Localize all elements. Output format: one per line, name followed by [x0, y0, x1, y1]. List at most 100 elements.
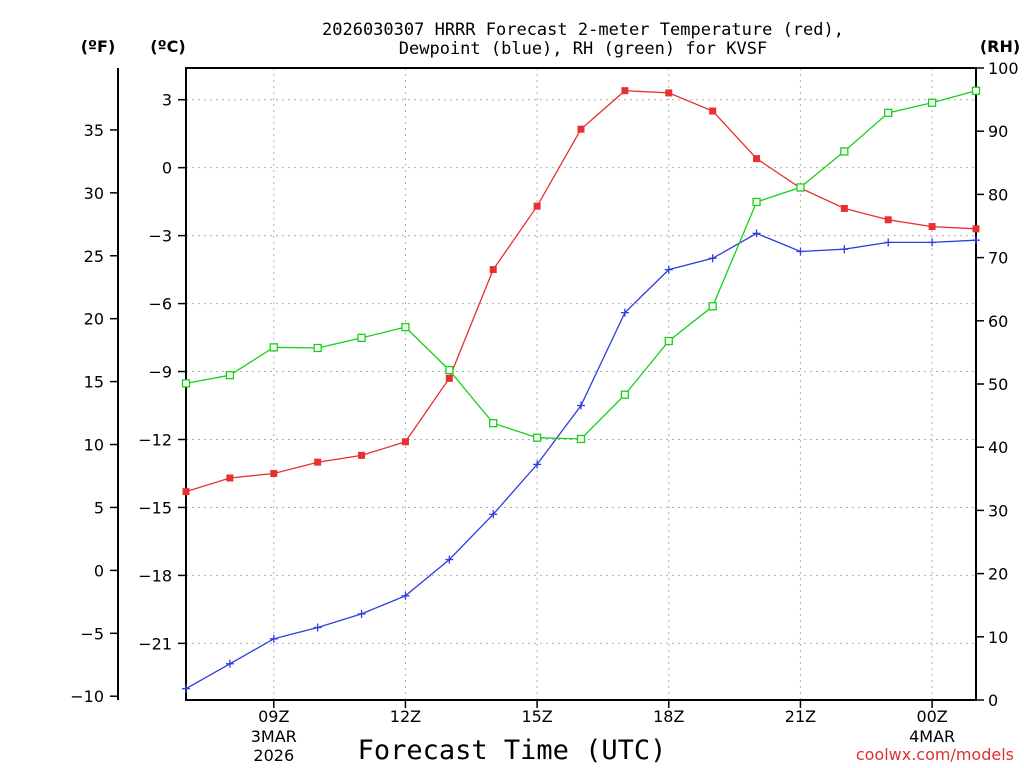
dewpoint-point: [577, 401, 585, 410]
rh-tick-label: 80: [988, 185, 1008, 204]
dewpoint-point: [752, 229, 761, 238]
dewpoint-point: [884, 238, 893, 247]
temperature-point: [753, 155, 761, 163]
fahrenheit-tick-label: 35: [84, 121, 104, 140]
rh-tick-label: 90: [988, 122, 1008, 141]
rh-point: [313, 343, 322, 353]
rh-point: [401, 322, 410, 332]
dewpoint-point: [489, 510, 498, 519]
temperature-point: [314, 458, 322, 466]
dewpoint-point: [620, 308, 629, 317]
unit-label-rh: (RH): [980, 37, 1020, 56]
celsius-tick-label: −6: [148, 295, 172, 314]
dewpoint-point: [840, 245, 849, 254]
x-tick-label: 15Z: [521, 707, 552, 726]
rh-point: [225, 371, 235, 380]
watermark-text: coolwx.com/models: [856, 745, 1014, 764]
fahrenheit-tick-label: −10: [70, 687, 104, 706]
celsius-tick-label: 3: [162, 91, 172, 110]
rh-point: [576, 434, 586, 444]
fahrenheit-tick-label: 25: [84, 247, 104, 266]
temperature-point: [884, 216, 892, 224]
dewpoint-point: [664, 265, 673, 274]
celsius-tick-label: −9: [148, 363, 172, 382]
chart-title-line2: Dewpoint (blue), RH (green) for KVSF: [399, 39, 767, 59]
temperature-point: [270, 469, 278, 477]
rh-point: [269, 343, 278, 352]
x-tick-label: 09Z: [258, 707, 289, 726]
x-tick-date-label: 3MAR: [251, 727, 297, 746]
dewpoint-point: [401, 591, 410, 600]
grid-layer: [186, 68, 976, 700]
chart-title-line1: 2026030307 HRRR Forecast 2-meter Tempera…: [322, 20, 844, 40]
x-tick-label: 18Z: [653, 707, 684, 726]
fahrenheit-tick-label: −5: [80, 624, 104, 643]
dewpoint-point: [708, 254, 717, 263]
rh-point: [884, 108, 893, 118]
celsius-tick-label: −12: [138, 430, 172, 449]
dewpoint-point: [269, 634, 278, 643]
rh-point: [532, 433, 542, 442]
x-tick-label: 00Z: [916, 707, 947, 726]
dewpoint-series-line: [185, 232, 977, 690]
rh-point: [445, 365, 454, 375]
celsius-tick-label: −21: [138, 634, 172, 653]
rh-point: [752, 197, 761, 207]
rh-point: [489, 419, 498, 428]
celsius-tick-label: −15: [138, 498, 172, 517]
rh-point: [840, 147, 849, 156]
rh-tick-label: 100: [988, 59, 1019, 78]
fahrenheit-tick-label: 10: [84, 436, 104, 455]
dewpoint-point: [182, 684, 190, 693]
fahrenheit-tick-label: 20: [84, 310, 104, 329]
dewpoint-point: [533, 460, 542, 469]
temperature-point: [709, 107, 717, 115]
rh-tick-label: 70: [988, 249, 1008, 268]
rh-point: [971, 86, 981, 95]
temperature-point: [972, 225, 980, 233]
rh-tick-label: 50: [988, 375, 1008, 394]
temperature-point: [182, 488, 190, 496]
rh-tick-label: 0: [988, 691, 998, 710]
temperature-point: [665, 89, 673, 97]
dewpoint-point: [796, 247, 805, 256]
x-tick-date-label: 4MAR: [909, 727, 955, 746]
dewpoint-point: [225, 659, 234, 668]
temperature-point: [358, 451, 366, 459]
rh-point: [708, 302, 717, 311]
unit-label-celsius: (ºC): [150, 37, 185, 56]
temperature-point: [445, 374, 453, 382]
fahrenheit-tick-label: 30: [84, 184, 104, 203]
rh-point: [927, 98, 937, 107]
temperature-point: [621, 87, 629, 95]
rh-point: [357, 333, 366, 343]
celsius-tick-label: −18: [138, 566, 172, 585]
temperature-series-line: [185, 90, 977, 493]
rh-tick-label: 10: [988, 628, 1008, 647]
rh-point: [796, 183, 805, 192]
x-axis-label: Forecast Time (UTC): [358, 735, 667, 766]
rh-tick-label: 30: [988, 501, 1008, 520]
dewpoint-point: [445, 555, 454, 564]
temperature-point: [533, 202, 541, 210]
dewpoint-point: [972, 236, 980, 245]
series-layer: [181, 86, 981, 693]
rh-series-line: [185, 90, 977, 440]
rh-tick-label: 20: [988, 565, 1008, 584]
x-tick-year-label: 2026: [253, 746, 294, 765]
temperature-point: [226, 474, 234, 482]
fahrenheit-tick-label: 5: [94, 498, 104, 517]
rh-tick-label: 60: [988, 312, 1008, 331]
temperature-point: [489, 266, 497, 274]
temperature-point: [840, 204, 848, 212]
x-tick-label: 21Z: [785, 707, 816, 726]
celsius-tick-label: −3: [148, 227, 172, 246]
dewpoint-point: [357, 609, 366, 618]
rh-point: [181, 379, 191, 388]
rh-point: [664, 336, 673, 346]
temperature-point: [401, 438, 409, 446]
temperature-point: [928, 223, 936, 231]
